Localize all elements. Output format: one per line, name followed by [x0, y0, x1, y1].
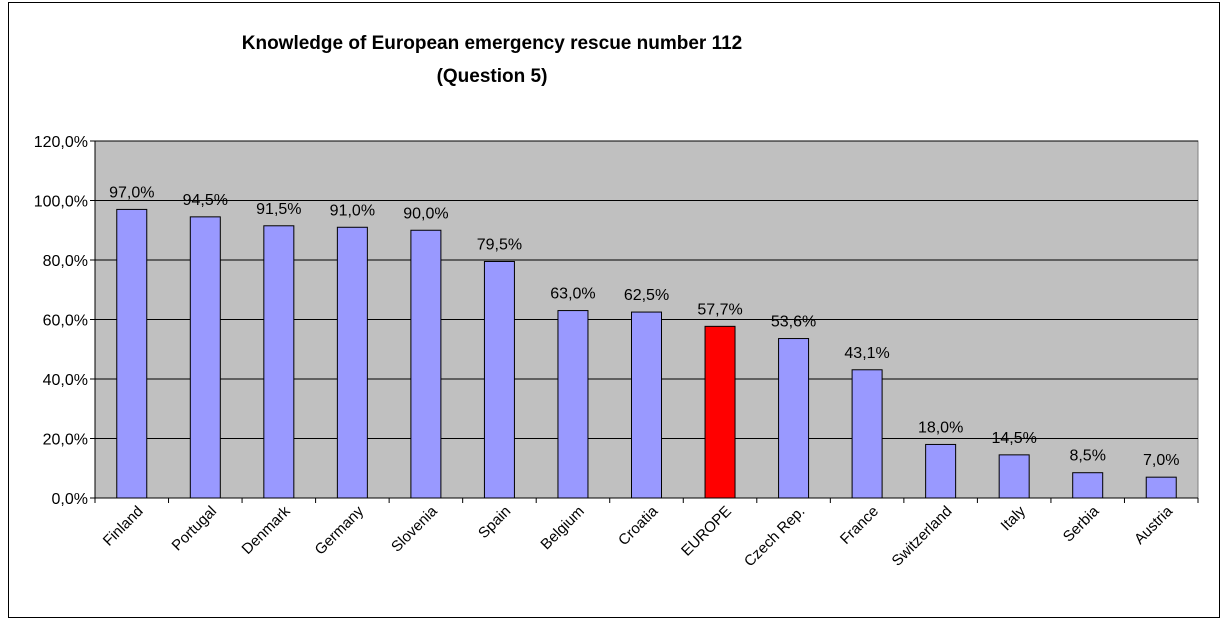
bar-europe	[704, 325, 736, 499]
bar-croatia	[631, 311, 662, 499]
x-category-label: France	[837, 503, 882, 548]
x-category-label: Germany	[312, 502, 368, 558]
bar-czech-rep	[778, 338, 810, 499]
bar-italy	[998, 454, 1030, 499]
y-axis-ticks: 0,0% 20,0% 40,0% 60,0% 80,0% 100,0% 120,0%	[34, 134, 96, 508]
chart-subtitle: (Question 5)	[437, 66, 548, 87]
data-label: 94,5%	[183, 192, 228, 209]
bar-france	[851, 369, 883, 499]
data-labels: 97,0% 94,5% 91,5% 91,0% 90,0% 79,5% 63,0% 62,5%…	[109, 184, 1179, 469]
data-label: 43,1%	[844, 345, 889, 362]
bar-belgium	[557, 310, 589, 499]
bar-austria	[1145, 476, 1177, 499]
y-tick-label: 80,0%	[43, 253, 88, 270]
x-category-label: Croatia	[615, 502, 662, 549]
bar-chart: Knowledge of European emergency rescue n…	[34, 33, 1199, 570]
y-tick-label: 0,0%	[52, 491, 88, 508]
x-category-label: EUROPE	[678, 503, 735, 560]
data-label: 91,5%	[256, 201, 301, 218]
bar-serbia	[1072, 472, 1104, 499]
bar-slovenia	[410, 229, 442, 499]
y-tick-label: 40,0%	[43, 372, 88, 389]
y-tick-label: 120,0%	[34, 134, 88, 151]
data-label: 90,0%	[403, 205, 448, 222]
x-category-label: Finland	[100, 503, 147, 550]
data-label: 7,0%	[1143, 452, 1179, 469]
x-category-label: Serbia	[1060, 502, 1103, 545]
data-label: 18,0%	[918, 419, 963, 436]
x-category-label: Denmark	[239, 502, 294, 557]
x-category-label: Switzerland	[889, 503, 956, 570]
data-label: 57,7%	[697, 301, 742, 318]
data-label: 53,6%	[771, 314, 816, 331]
y-tick-label: 20,0%	[43, 432, 88, 449]
x-category-label: Italy	[998, 502, 1030, 534]
bar-portugal	[189, 216, 221, 499]
x-category-label: Slovenia	[388, 502, 441, 555]
x-axis-categories: Finland Portugal Denmark Germany Slovenia Spa…	[94, 497, 1199, 570]
data-label: 62,5%	[624, 287, 669, 304]
data-label: 91,0%	[330, 202, 375, 219]
bars	[116, 208, 1177, 499]
data-label: 14,5%	[991, 430, 1036, 447]
bar-denmark	[263, 225, 295, 499]
bar-switzerland	[925, 443, 957, 499]
data-label: 79,5%	[477, 236, 522, 253]
bar-spain	[483, 260, 515, 499]
x-category-label: Belgium	[537, 503, 587, 553]
y-tick-label: 100,0%	[34, 194, 88, 211]
chart-title: Knowledge of European emergency rescue n…	[242, 33, 743, 54]
x-category-label: Spain	[475, 503, 514, 542]
chart-frame: Knowledge of European emergency rescue n…	[8, 2, 1220, 618]
y-tick-label: 60,0%	[43, 313, 88, 330]
data-label: 8,5%	[1069, 448, 1105, 465]
data-label: 63,0%	[550, 286, 595, 303]
data-label: 97,0%	[109, 184, 154, 201]
bar-germany	[336, 226, 368, 499]
bar-finland	[116, 208, 148, 499]
x-category-label: Austria	[1131, 502, 1176, 547]
x-category-label: Portugal	[169, 503, 221, 555]
x-category-label: Czech Rep.	[741, 503, 808, 570]
